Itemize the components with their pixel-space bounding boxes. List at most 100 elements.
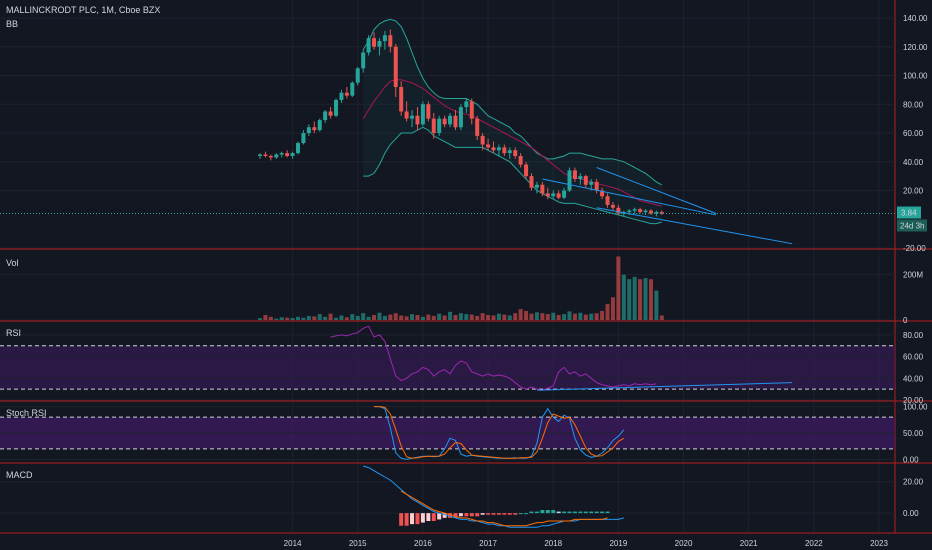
rsi-line	[330, 325, 657, 391]
candle-body	[475, 118, 480, 136]
candle-body	[312, 127, 317, 131]
macd-histogram-bar	[583, 511, 588, 514]
candle-body	[589, 181, 594, 185]
bb-indicator-label: BB	[6, 19, 18, 29]
candle-body	[600, 190, 605, 197]
candle-body	[534, 184, 539, 188]
x-tick-label: 2017	[479, 539, 497, 548]
volume-bar	[404, 316, 409, 320]
candle-body	[556, 193, 561, 198]
candle-body	[296, 143, 301, 154]
volume-bar	[431, 315, 436, 320]
macd-histogram-bar	[426, 513, 431, 521]
y-tick-label: 40.00	[903, 374, 924, 383]
macd-histogram-bar	[556, 511, 561, 514]
y-tick-label: 40.00	[903, 158, 924, 167]
macd-histogram-bar	[567, 511, 572, 514]
macd-histogram-bar	[518, 513, 523, 515]
candle-body	[268, 156, 273, 158]
candle-body	[524, 164, 529, 177]
volume-bar	[372, 315, 377, 320]
volume-bar	[529, 313, 534, 320]
candle-body	[274, 154, 279, 158]
rsi-trendline	[536, 382, 793, 391]
macd-histogram-bar	[540, 510, 545, 514]
volume-bar	[475, 315, 480, 320]
candle-body	[399, 87, 404, 112]
candle-body	[426, 104, 431, 119]
x-tick-label: 2015	[349, 539, 367, 548]
candle-body	[404, 111, 409, 119]
stoch-d-line	[374, 406, 625, 459]
volume-bar	[659, 315, 664, 320]
candle-body	[491, 147, 496, 151]
y-tick-label: 0.00	[903, 509, 919, 518]
candle-body	[496, 147, 501, 151]
macd-histogram-bar	[507, 513, 512, 515]
macd-histogram-bar	[458, 513, 463, 517]
candle-body	[377, 41, 382, 47]
x-tick-label: 2019	[609, 539, 627, 548]
candle-body	[279, 153, 284, 155]
macd-histogram-bar	[420, 513, 425, 523]
macd-histogram-bar	[415, 513, 420, 525]
y-tick-label: 120.00	[903, 43, 928, 52]
macd-histogram-bar	[524, 513, 529, 515]
macd-histogram-bar	[502, 513, 507, 515]
volume-bar	[328, 313, 333, 320]
volume-bar	[486, 315, 491, 320]
candle-body	[382, 35, 387, 41]
candle-body	[372, 38, 377, 47]
candle-body	[453, 115, 458, 128]
macd-histogram-bar	[486, 513, 491, 515]
countdown-label: 24d 3h	[900, 222, 924, 231]
macd-histogram-bar	[605, 511, 610, 514]
x-tick-label: 2023	[870, 539, 888, 548]
candle-body	[366, 38, 371, 53]
volume-bar	[296, 316, 301, 320]
candle-body	[567, 170, 572, 191]
volume-bar	[306, 315, 311, 320]
macd-histogram-bar	[448, 513, 453, 518]
volume-bar	[621, 274, 626, 320]
candle-body	[410, 115, 415, 119]
candle-body	[415, 115, 420, 125]
volume-bar	[334, 317, 339, 320]
volume-bar	[350, 314, 355, 320]
candle-body	[551, 193, 556, 197]
volume-bar	[578, 312, 583, 320]
candle-body	[480, 135, 485, 145]
volume-bar	[562, 314, 567, 320]
volume-bar	[502, 314, 507, 320]
volume-bar	[648, 279, 653, 320]
candle-body	[529, 176, 534, 188]
volume-bar	[545, 314, 550, 320]
macd-histogram-bar	[551, 510, 556, 514]
volume-bar	[507, 315, 512, 320]
candle-body	[420, 104, 425, 125]
candle-body	[507, 150, 512, 154]
volume-bar	[442, 315, 447, 320]
volume-bar	[594, 313, 599, 320]
volume-bar	[469, 314, 474, 320]
macd-histogram-bar	[464, 513, 469, 517]
y-tick-label: 100.00	[903, 72, 928, 81]
volume-bar	[339, 315, 344, 320]
volume-bar	[638, 279, 643, 320]
candle-body	[388, 35, 393, 47]
volume-bar	[312, 316, 317, 320]
volume-bar	[534, 312, 539, 320]
volume-bar	[605, 304, 610, 320]
macd-histogram-bar	[534, 511, 539, 514]
volume-bar	[410, 314, 415, 320]
candle-body	[285, 153, 290, 156]
y-tick-label: 80.00	[903, 331, 924, 340]
candle-body	[643, 210, 648, 213]
y-tick-label: -20.00	[903, 244, 926, 253]
countdown-tag	[897, 219, 927, 232]
candle-body	[301, 133, 306, 144]
volume-bar	[388, 314, 393, 320]
rsi-indicator-label: RSI	[6, 328, 21, 338]
